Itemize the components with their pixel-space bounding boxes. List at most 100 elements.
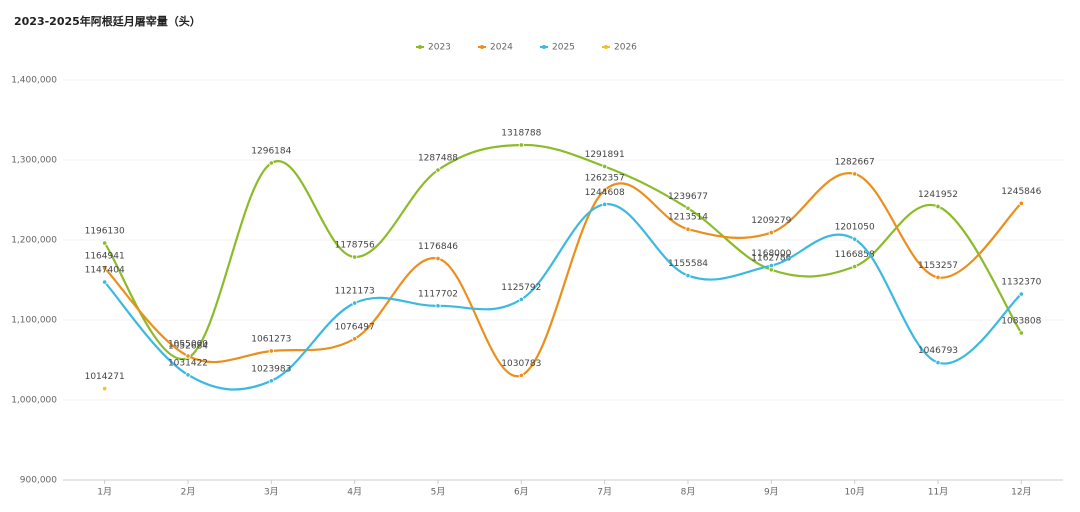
x-tick-label: 12月 [1011, 487, 1031, 498]
data-point [935, 274, 941, 280]
data-point [685, 226, 691, 232]
data-point [435, 303, 441, 309]
data-label: 1241952 [918, 190, 958, 200]
legend-dot [480, 45, 484, 49]
series-line [103, 203, 1023, 391]
data-label: 1076497 [335, 322, 375, 332]
x-tick-label: 2月 [181, 487, 196, 498]
data-label: 1239677 [668, 192, 708, 202]
y-tick-label: 1,400,000 [11, 76, 57, 86]
data-point [768, 262, 774, 269]
data-point [352, 254, 358, 260]
x-tick-label: 5月 [431, 487, 446, 498]
series-line [103, 172, 1023, 378]
x-tick-label: 10月 [844, 487, 864, 498]
data-label: 1176846 [418, 242, 458, 252]
data-label: 1245846 [1001, 187, 1041, 197]
data-label: 1262357 [585, 174, 625, 184]
x-tick-label: 4月 [347, 487, 362, 498]
data-point [102, 240, 108, 246]
data-point [602, 163, 608, 170]
x-tick-label: 11月 [928, 487, 948, 498]
data-point [518, 296, 524, 302]
data-label: 1117702 [418, 289, 458, 299]
data-label: 1213514 [668, 213, 708, 223]
data-point [518, 142, 524, 148]
data-point [935, 203, 941, 210]
legend-label: 2025 [552, 43, 575, 53]
data-point [852, 263, 858, 270]
x-tick-label: 7月 [597, 487, 612, 498]
data-label: 1244608 [585, 188, 625, 198]
legend-dot [418, 45, 422, 49]
x-tick-label: 6月 [514, 487, 529, 498]
legend-dot [542, 45, 546, 49]
data-point [768, 229, 774, 236]
data-point [185, 372, 191, 378]
data-point [1018, 291, 1024, 297]
y-tick-label: 1,200,000 [11, 236, 57, 246]
data-point [268, 160, 274, 166]
data-label: 1147404 [85, 266, 125, 276]
data-point [1018, 330, 1024, 336]
data-label: 1168000 [751, 249, 791, 259]
series-line [103, 143, 1023, 361]
data-point [185, 353, 191, 359]
data-point [102, 279, 108, 285]
data-point [435, 255, 441, 262]
data-point [268, 378, 274, 384]
legend-label: 2023 [428, 43, 451, 53]
data-point [435, 167, 441, 173]
data-label: 1155584 [668, 259, 708, 269]
data-point [102, 385, 108, 392]
data-label: 1282667 [835, 157, 875, 167]
legend-label: 2024 [490, 43, 513, 53]
data-label: 1121173 [335, 287, 375, 297]
data-label: 1030783 [501, 359, 541, 369]
chart-title: 2023-2025年阿根廷月屠宰量（头） [14, 14, 201, 28]
data-label: 1178756 [335, 240, 375, 250]
y-tick-label: 1,100,000 [11, 316, 57, 326]
data-label: 1061273 [251, 334, 291, 344]
data-label: 1083808 [1001, 316, 1041, 326]
data-point [1018, 200, 1024, 206]
data-label: 1164941 [85, 252, 125, 262]
data-label: 1055000 [168, 340, 208, 350]
data-label: 1166858 [835, 250, 875, 260]
data-label: 1125792 [501, 283, 541, 293]
data-point [685, 205, 691, 211]
y-tick-label: 1,300,000 [11, 156, 57, 166]
data-label: 1132370 [1001, 278, 1041, 288]
x-tick-label: 3月 [264, 487, 279, 498]
data-label: 1196130 [85, 227, 125, 237]
y-tick-label: 1,000,000 [11, 396, 57, 406]
x-tick-label: 8月 [681, 487, 696, 498]
data-label: 1014271 [85, 372, 125, 382]
data-point [852, 171, 858, 177]
data-point [352, 300, 358, 306]
data-label: 1052684 [168, 341, 208, 351]
data-point [518, 372, 524, 378]
data-label: 1318788 [501, 128, 541, 138]
legend-label: 2026 [614, 43, 637, 53]
data-point [935, 359, 941, 366]
x-tick-label: 1月 [97, 487, 112, 498]
data-label: 1209279 [751, 216, 791, 226]
data-label: 1291891 [585, 150, 625, 160]
data-point [268, 348, 274, 354]
data-point [352, 336, 358, 342]
data-point [852, 236, 858, 242]
data-label: 1162786 [751, 253, 791, 263]
data-label: 1153257 [918, 261, 958, 271]
data-label: 1046793 [918, 346, 958, 356]
legend-dot [604, 45, 608, 49]
data-label: 1023983 [251, 364, 291, 374]
y-tick-label: 900,000 [20, 476, 57, 486]
data-point [602, 201, 608, 207]
data-point [102, 265, 108, 271]
x-tick-label: 9月 [764, 487, 779, 498]
data-label: 1201050 [835, 223, 875, 233]
data-label: 1031422 [168, 358, 208, 368]
data-point [602, 187, 608, 193]
